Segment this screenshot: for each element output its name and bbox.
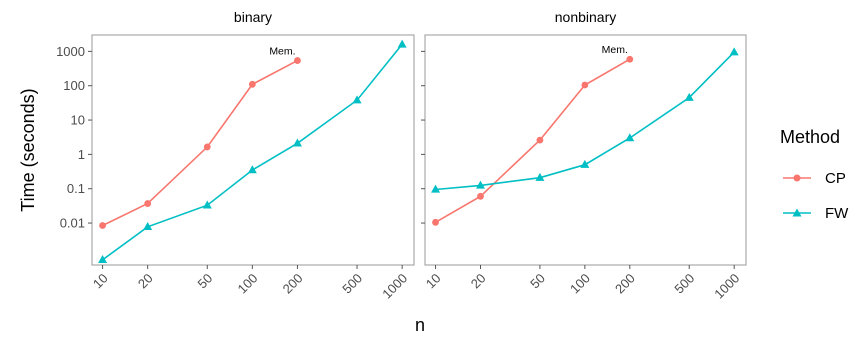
point-fw <box>352 95 362 104</box>
y-tick-label: 0.01 <box>60 216 85 231</box>
point-cp <box>203 143 211 151</box>
x-tick-label: 500 <box>671 271 697 297</box>
point-fw <box>98 255 108 264</box>
y-tick-label: 100 <box>63 78 85 93</box>
point-fw <box>535 172 545 181</box>
y-axis-title: Time (seconds) <box>18 88 38 211</box>
point-fw <box>202 200 212 209</box>
x-tick-label: 1000 <box>711 271 742 302</box>
point-fw <box>580 159 590 168</box>
x-tick-label: 50 <box>195 271 216 292</box>
panel-title-binary: binary <box>234 9 272 25</box>
panel-nonbinary: nonbinary 10 20 50 100 200 500 1000 Mem. <box>421 9 747 302</box>
point-cp <box>248 80 256 88</box>
legend-cp-label: CP <box>825 170 846 187</box>
panel-binary: binary 0.01 0.1 1 10 100 1000 10 20 50 100 200 500 10… <box>56 9 415 302</box>
panel-frame-nonbinary <box>424 34 747 266</box>
point-cp <box>477 192 484 200</box>
legend-fw-label: FW <box>825 205 849 222</box>
y-tick-label: 0.1 <box>67 181 85 196</box>
x-tick-label: 200 <box>280 271 306 297</box>
point-fw <box>143 221 153 230</box>
y-tick-label: 1000 <box>56 44 85 59</box>
panel-frame-binary <box>91 34 415 266</box>
annotation-mem: Mem. <box>602 44 628 56</box>
annotation-mem: Mem. <box>269 46 295 58</box>
point-fw <box>625 133 635 142</box>
legend-title: Method <box>780 127 840 147</box>
point-fw <box>684 92 694 101</box>
legend-item-fw: FW <box>783 205 849 222</box>
x-tick-label: 500 <box>339 271 365 297</box>
x-tick-label: 20 <box>135 271 156 292</box>
x-tick-label: 10 <box>423 271 444 292</box>
x-tick-label: 100 <box>567 271 593 297</box>
x-tick-label: 1000 <box>379 271 410 302</box>
panel-title-nonbinary: nonbinary <box>555 9 617 25</box>
point-cp <box>294 57 301 64</box>
legend-cp-marker <box>793 174 801 182</box>
legend-fw-marker <box>792 208 802 217</box>
point-cp <box>581 81 589 89</box>
point-fw <box>475 180 485 189</box>
point-cp <box>536 136 544 144</box>
x-tick-label: 10 <box>90 271 111 292</box>
point-cp <box>626 55 634 63</box>
legend-item-cp: CP <box>783 170 846 187</box>
x-tick-label: 200 <box>612 271 638 297</box>
point-fw <box>397 39 407 48</box>
point-cp <box>432 218 439 226</box>
point-cp <box>99 222 106 229</box>
point-fw <box>247 165 257 174</box>
point-fw <box>729 47 739 56</box>
point-fw <box>292 138 302 147</box>
x-tick-label: 20 <box>468 271 489 292</box>
x-axis-title: n <box>415 315 425 335</box>
point-fw <box>431 184 441 193</box>
legend: Method CP FW <box>780 127 849 222</box>
x-tick-label: 50 <box>527 271 548 292</box>
y-tick-label: 10 <box>71 113 85 128</box>
y-tick-label: 1 <box>78 147 85 162</box>
x-tick-label: 100 <box>235 271 261 297</box>
point-cp <box>144 200 152 207</box>
